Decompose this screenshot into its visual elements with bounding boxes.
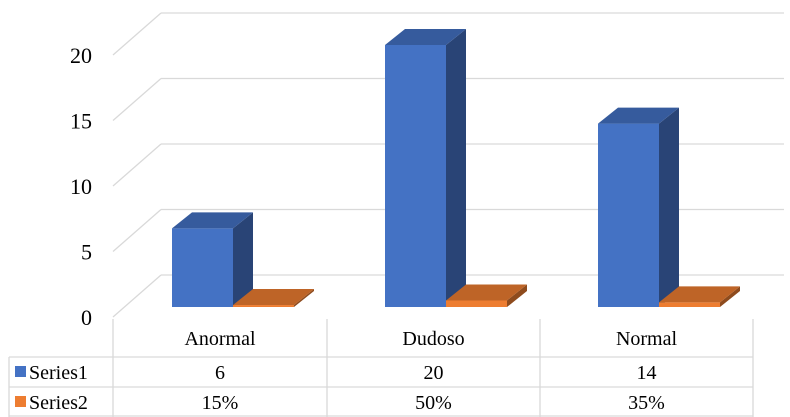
y-tick-label: 0 — [81, 305, 92, 330]
bar-series2-normal-side — [720, 286, 740, 307]
y-axis-ticks: 0 5 10 15 20 — [70, 43, 92, 330]
bar-series1-anormal — [172, 212, 253, 307]
bar-series1-dudoso-side — [446, 29, 466, 307]
table-cell: 14 — [637, 362, 657, 384]
bar-series2-dudoso-top — [446, 284, 527, 301]
bar-series1-anormal-front — [172, 228, 233, 307]
bar-series2-normal-top — [659, 286, 740, 303]
y-tick-label: 10 — [70, 174, 92, 199]
table-cell: 15% — [202, 392, 239, 414]
series-label: Series2 — [29, 392, 88, 414]
bar-series1-normal-front — [598, 123, 659, 307]
gridline-side — [112, 12, 162, 56]
bar-series2-normal-front — [659, 302, 720, 307]
table-cell: 50% — [415, 392, 452, 414]
data-table: Anormal Dudoso Normal Series1 6 20 14 Series2 15… — [8, 319, 754, 417]
bar-series1-dudoso — [385, 29, 466, 307]
legend-swatch — [15, 366, 26, 377]
category-label: Normal — [616, 328, 678, 350]
gridline-side — [112, 209, 162, 252]
gridlines — [112, 12, 784, 318]
gridline-side — [112, 274, 162, 318]
y-tick-label: 15 — [70, 109, 92, 134]
bar-series2-anormal — [233, 289, 314, 307]
table-cell: 35% — [628, 392, 665, 414]
bar-series2-dudoso — [446, 284, 527, 307]
y-tick-label: 5 — [81, 240, 92, 265]
bar-series1-normal — [598, 107, 679, 307]
bar-series2-dudoso-side — [507, 284, 527, 307]
bars — [172, 29, 740, 307]
bar-series1-anormal-side — [233, 212, 253, 307]
y-tick-label: 20 — [70, 43, 92, 68]
bar-series1-dudoso-front — [385, 45, 446, 307]
category-label: Dudoso — [402, 328, 464, 350]
bar-series1-normal-side — [659, 107, 679, 307]
table-cell: 6 — [215, 362, 225, 384]
bar-series1-anormal-top — [172, 212, 253, 229]
bar-series1-normal-top — [598, 107, 679, 124]
bar-series2-dudoso-front — [446, 300, 507, 307]
gridline-side — [112, 143, 162, 187]
bar-series2-anormal-front — [233, 305, 294, 307]
category-label: Anormal — [184, 328, 256, 350]
legend-swatch — [15, 396, 26, 407]
table-cell: 20 — [424, 362, 444, 384]
series-label: Series1 — [29, 362, 88, 384]
bar-series2-anormal-side — [294, 289, 314, 307]
bar-series2-anormal-top — [233, 289, 314, 306]
bar-series1-dudoso-top — [385, 29, 466, 45]
gridline-side — [112, 78, 162, 121]
bar-series2-normal — [659, 286, 740, 307]
